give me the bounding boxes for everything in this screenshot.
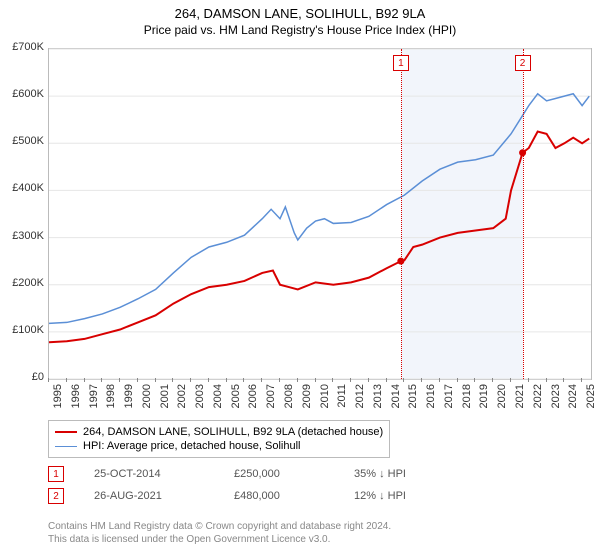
xtick-mark [315,378,316,382]
xtick-label: 2014 [390,384,402,424]
sale-price: £250,000 [234,468,324,480]
xtick-mark [546,378,547,382]
xtick-label: 1995 [52,384,64,424]
ytick-label: £700K [4,41,44,53]
chart-subtitle: Price paid vs. HM Land Registry's House … [0,21,600,41]
xtick-mark [190,378,191,382]
xtick-label: 2011 [336,384,348,424]
footer-line2: This data is licensed under the Open Gov… [48,533,391,546]
sale-date: 25-OCT-2014 [94,468,204,480]
xtick-mark [155,378,156,382]
xtick-label: 1996 [70,384,82,424]
xtick-mark [119,378,120,382]
ytick-label: £300K [4,230,44,242]
xtick-label: 2022 [532,384,544,424]
sale-marker-box: 1 [393,55,409,71]
xtick-mark [386,378,387,382]
sale-vline [523,49,524,379]
xtick-mark [279,378,280,382]
xtick-label: 1997 [88,384,100,424]
ytick-label: £200K [4,277,44,289]
xtick-mark [403,378,404,382]
chart-container: 264, DAMSON LANE, SOLIHULL, B92 9LA Pric… [0,0,600,560]
sale-marker-box: 2 [515,55,531,71]
sale-price: £480,000 [234,490,324,502]
xtick-label: 2004 [212,384,224,424]
sale-vline [401,49,402,379]
xtick-label: 2012 [354,384,366,424]
xtick-mark [243,378,244,382]
xtick-mark [66,378,67,382]
legend-swatch-hpi [55,446,77,447]
ytick-label: £0 [4,371,44,383]
xtick-label: 2021 [514,384,526,424]
xtick-mark [101,378,102,382]
xtick-label: 2005 [230,384,242,424]
sale-delta: 35% ↓ HPI [354,468,406,480]
xtick-mark [350,378,351,382]
ytick-label: £100K [4,324,44,336]
legend-item-property: 264, DAMSON LANE, SOLIHULL, B92 9LA (det… [55,425,383,439]
xtick-label: 2023 [550,384,562,424]
xtick-mark [510,378,511,382]
xtick-label: 2000 [141,384,153,424]
plot-area: 12 [48,48,592,380]
xtick-mark [332,378,333,382]
sale-date: 26-AUG-2021 [94,490,204,502]
plot-svg [49,49,591,379]
xtick-label: 2020 [496,384,508,424]
xtick-mark [48,378,49,382]
ytick-label: £600K [4,88,44,100]
xtick-mark [528,378,529,382]
xtick-label: 2006 [247,384,259,424]
xtick-label: 2016 [425,384,437,424]
legend-swatch-property [55,431,77,433]
xtick-mark [261,378,262,382]
xtick-label: 2007 [265,384,277,424]
ytick-label: £400K [4,182,44,194]
xtick-mark [226,378,227,382]
sale-delta: 12% ↓ HPI [354,490,406,502]
xtick-mark [439,378,440,382]
xtick-mark [84,378,85,382]
sale-marker-icon: 2 [48,488,64,504]
xtick-label: 2024 [567,384,579,424]
xtick-mark [581,378,582,382]
xtick-label: 2013 [372,384,384,424]
xtick-label: 2017 [443,384,455,424]
sale-row: 2 26-AUG-2021 £480,000 12% ↓ HPI [48,488,406,504]
xtick-label: 2019 [478,384,490,424]
legend-label-hpi: HPI: Average price, detached house, Soli… [83,440,301,452]
xtick-label: 2018 [461,384,473,424]
xtick-label: 2015 [407,384,419,424]
xtick-mark [297,378,298,382]
xtick-mark [457,378,458,382]
legend: 264, DAMSON LANE, SOLIHULL, B92 9LA (det… [48,420,390,458]
xtick-label: 2009 [301,384,313,424]
xtick-mark [492,378,493,382]
xtick-mark [368,378,369,382]
xtick-mark [172,378,173,382]
xtick-mark [208,378,209,382]
xtick-label: 1999 [123,384,135,424]
sale-row: 1 25-OCT-2014 £250,000 35% ↓ HPI [48,466,406,482]
legend-label-property: 264, DAMSON LANE, SOLIHULL, B92 9LA (det… [83,426,383,438]
legend-item-hpi: HPI: Average price, detached house, Soli… [55,439,383,453]
xtick-mark [563,378,564,382]
xtick-label: 2001 [159,384,171,424]
xtick-label: 1998 [105,384,117,424]
xtick-mark [474,378,475,382]
xtick-mark [421,378,422,382]
xtick-mark [137,378,138,382]
footer-text: Contains HM Land Registry data © Crown c… [48,520,391,546]
xtick-label: 2002 [176,384,188,424]
xtick-label: 2003 [194,384,206,424]
footer-line1: Contains HM Land Registry data © Crown c… [48,520,391,533]
xtick-label: 2010 [319,384,331,424]
chart-title: 264, DAMSON LANE, SOLIHULL, B92 9LA [0,0,600,21]
xtick-label: 2008 [283,384,295,424]
sale-marker-icon: 1 [48,466,64,482]
xtick-label: 2025 [585,384,597,424]
ytick-label: £500K [4,135,44,147]
